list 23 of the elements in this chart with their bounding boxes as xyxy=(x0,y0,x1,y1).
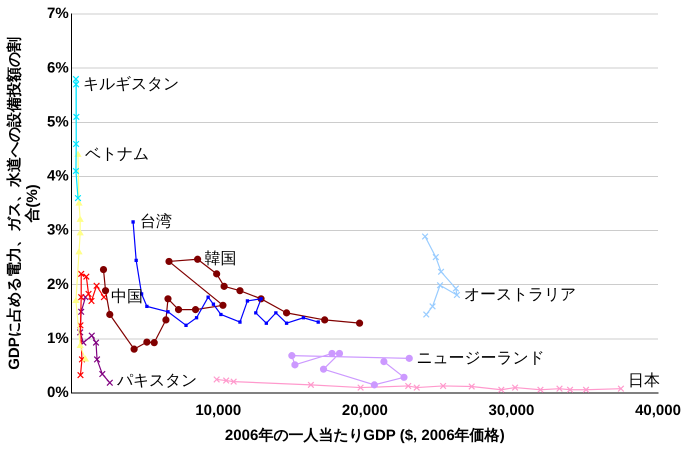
y-axis-title: GDPに占める電力、ガス、水道への設備投額の割合(%) xyxy=(6,37,42,370)
x-axis-title: 2006年の一人当たりGDP ($, 2006年価格) xyxy=(224,427,505,444)
annotation: キルギスタン xyxy=(83,74,180,93)
annotation: 中国 xyxy=(110,288,143,306)
x-tick-label: 20,000 xyxy=(342,402,388,420)
y-tick-label: 0% xyxy=(46,384,69,402)
x-tick-label: 10,000 xyxy=(195,402,242,420)
x-tick-label: 30,000 xyxy=(488,402,534,420)
y-tick-label: 4% xyxy=(46,168,69,185)
annotation: パキスタン xyxy=(116,372,197,390)
y-tick-label: 3% xyxy=(46,222,69,239)
y-tick-label: 1% xyxy=(46,330,69,347)
y-tick-label: 6% xyxy=(46,59,69,76)
annotation: 台湾 xyxy=(140,212,172,230)
y-tick-label: 2% xyxy=(46,276,69,293)
annotation: ニュージーランド xyxy=(416,350,544,367)
x-tick-label: 40,000 xyxy=(635,402,681,420)
annotation: オーストラリア xyxy=(464,286,576,304)
y-tick-label: 5% xyxy=(46,113,69,130)
annotation: ベトナム xyxy=(84,146,149,164)
annotation: 韓国 xyxy=(204,250,237,268)
annotation: 日本 xyxy=(628,371,660,390)
y-tick-label: 7% xyxy=(46,5,69,22)
